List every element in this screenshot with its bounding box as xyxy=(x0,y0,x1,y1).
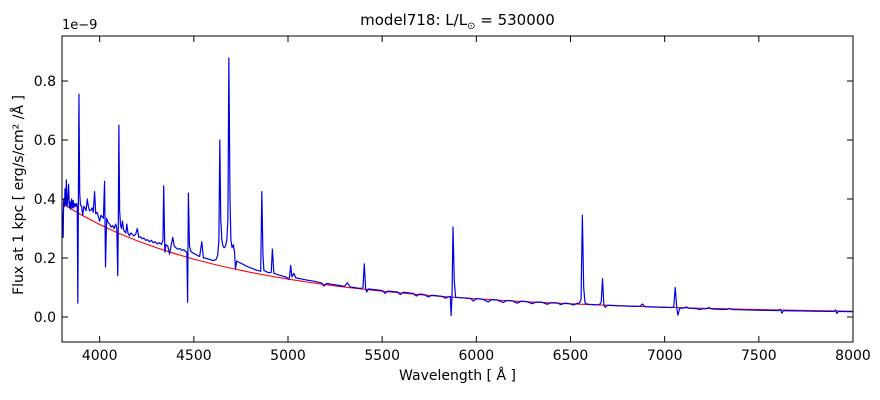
x-tick-label: 5000 xyxy=(270,348,306,364)
series-spectrum-line xyxy=(61,57,854,317)
x-tick-label: 5500 xyxy=(364,348,400,364)
y-tick-label: 0.6 xyxy=(34,133,56,149)
x-tick-label: 7000 xyxy=(647,348,683,364)
y-tick-label: 0.8 xyxy=(34,74,56,90)
x-tick-label: 7500 xyxy=(741,348,777,364)
x-tick-label: 8000 xyxy=(835,348,871,364)
x-tick-label: 6000 xyxy=(459,348,495,364)
series-continuum-fit-line xyxy=(61,202,854,312)
x-tick-label: 4500 xyxy=(176,348,212,364)
y-tick-label: 0.2 xyxy=(34,251,56,267)
sun-symbol-subscript: ⊙ xyxy=(467,21,476,32)
chart-title-prefix: model718: L/L xyxy=(360,11,468,29)
x-axis-label: Wavelength [ Å ] xyxy=(399,368,516,384)
x-tick-label: 6500 xyxy=(553,348,589,364)
chart-title: model718: L/L⊙ = 530000 xyxy=(62,11,853,36)
plot-border xyxy=(61,35,854,343)
chart-title-suffix: = 530000 xyxy=(475,11,555,29)
y-tick-label: 0.4 xyxy=(34,192,56,208)
y-tick-label: 0.0 xyxy=(34,310,56,326)
y-axis-offset-label: 1e−9 xyxy=(62,18,98,33)
x-tick-label: 4000 xyxy=(82,348,118,364)
